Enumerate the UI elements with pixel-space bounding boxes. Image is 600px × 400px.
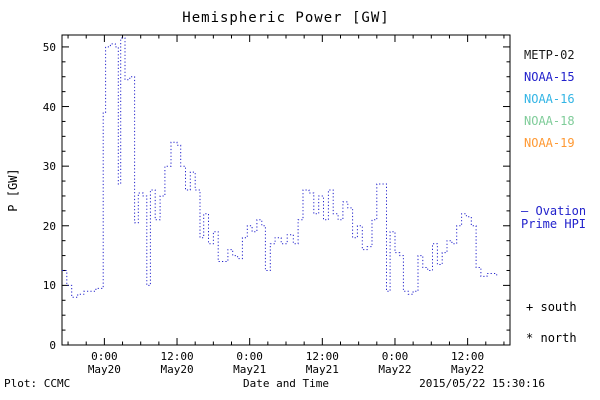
ovation-legend: – Ovation Prime HPI xyxy=(521,205,586,231)
y-axis-label: P [GW] xyxy=(6,168,20,212)
north-label: north xyxy=(540,331,577,345)
x-tick-time: 0:00 xyxy=(236,350,263,363)
x-tick-label: 0:00 May20 xyxy=(74,350,134,376)
satellite-legend: METP-02 NOAA-15 NOAA-16 NOAA-18 NOAA-19 xyxy=(524,44,575,154)
x-tick-time: 12:00 xyxy=(451,350,485,363)
x-axis-label: Date and Time xyxy=(242,377,330,390)
asterisk-icon: * xyxy=(526,331,534,345)
x-tick-time: 0:00 xyxy=(381,350,409,363)
legend-noaa-19: NOAA-19 xyxy=(524,136,575,150)
south-label: south xyxy=(540,300,577,314)
x-tick-date: May20 xyxy=(87,363,121,376)
x-tick-time: 0:00 xyxy=(91,350,118,363)
plot-credit: Plot: CCMC xyxy=(4,377,71,390)
x-tick-date: May20 xyxy=(160,363,194,376)
x-tick-date: May21 xyxy=(305,363,339,376)
x-tick-label: 0:00 May22 xyxy=(365,350,425,376)
x-tick-time: 12:00 xyxy=(305,350,339,363)
legend-metp-02: METP-02 xyxy=(524,48,575,62)
y-tick-label: 50 xyxy=(42,40,56,54)
line-sample-icon: – xyxy=(521,204,529,218)
x-tick-label: 0:00 May21 xyxy=(220,350,280,376)
legend-noaa-15: NOAA-15 xyxy=(524,70,575,84)
north-marker-legend: * north xyxy=(526,331,577,345)
y-tick-label: 30 xyxy=(42,160,56,174)
x-tick-label: 12:00 May20 xyxy=(147,350,207,376)
x-tick-label: 12:00 May22 xyxy=(438,350,498,376)
y-tick-label: 10 xyxy=(42,279,56,293)
x-tick-label: 12:00 May21 xyxy=(292,350,352,376)
y-tick-label: 40 xyxy=(42,100,56,114)
x-tick-date: May22 xyxy=(451,363,485,376)
y-tick-label: 20 xyxy=(42,219,56,233)
x-tick-time: 12:00 xyxy=(160,350,194,363)
ovation-label-2: Prime HPI xyxy=(521,217,587,231)
x-tick-date: May21 xyxy=(233,363,267,376)
legend-noaa-18: NOAA-18 xyxy=(524,114,575,128)
plus-icon: + xyxy=(526,300,534,314)
ovation-label-1: Ovation xyxy=(535,204,587,218)
south-marker-legend: + south xyxy=(526,300,577,314)
ovation-legend-line1: – Ovation xyxy=(521,205,586,218)
x-tick-date: May22 xyxy=(378,363,412,376)
chart-title: Hemispheric Power [GW] xyxy=(182,10,390,26)
y-tick-label: 0 xyxy=(49,339,56,352)
legend-noaa-16: NOAA-16 xyxy=(524,92,575,106)
timestamp: 2015/05/22 15:30:16 xyxy=(419,377,545,390)
